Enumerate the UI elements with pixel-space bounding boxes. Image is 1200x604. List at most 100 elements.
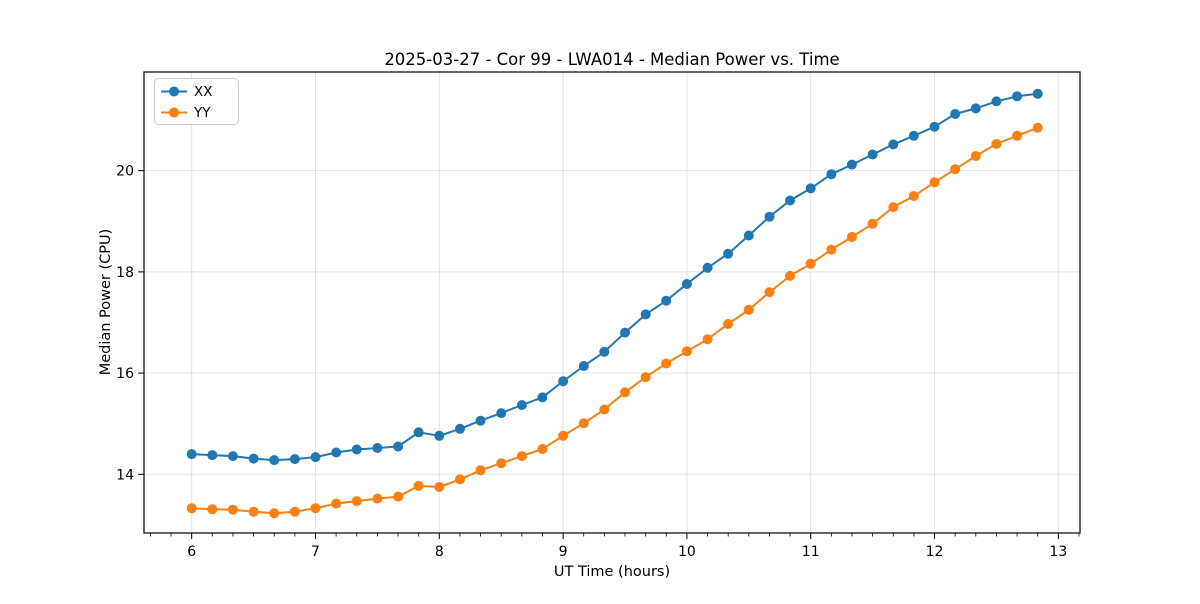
data-point-yy xyxy=(805,258,816,269)
data-point-yy xyxy=(661,358,672,369)
x-tick-label: 12 xyxy=(926,544,944,560)
chart-title: 2025-03-27 - Cor 99 - LWA014 - Median Po… xyxy=(384,50,839,69)
data-point-xx xyxy=(455,423,465,434)
x-axis-label: UT Time (hours) xyxy=(554,564,670,580)
data-point-yy xyxy=(578,418,589,429)
data-point-yy xyxy=(970,151,981,161)
data-point-xx xyxy=(888,139,899,150)
data-point-xx xyxy=(599,346,610,357)
data-point-xx xyxy=(331,447,342,458)
data-point-yy xyxy=(867,218,878,229)
data-point-yy xyxy=(991,138,1002,149)
data-point-yy xyxy=(826,244,837,255)
data-point-yy xyxy=(413,480,424,491)
data-point-yy xyxy=(702,334,713,345)
data-point-yy xyxy=(372,493,383,504)
data-point-yy xyxy=(620,387,630,398)
y-tick-label: 16 xyxy=(116,366,134,382)
data-point-xx xyxy=(805,183,816,194)
data-point-xx xyxy=(950,109,961,119)
data-point-xx xyxy=(1032,88,1043,99)
x-tick-label: 6 xyxy=(187,544,196,560)
data-point-xx xyxy=(846,159,857,170)
data-point-yy xyxy=(681,346,692,357)
x-tick-label: 11 xyxy=(802,544,820,560)
data-point-xx xyxy=(743,230,754,241)
legend-marker-yy xyxy=(169,107,179,118)
data-point-yy xyxy=(227,504,238,515)
data-point-xx xyxy=(578,361,589,371)
data-point-yy xyxy=(289,506,300,517)
data-series xyxy=(186,88,1043,519)
data-point-yy xyxy=(207,504,218,515)
data-point-xx xyxy=(413,427,424,438)
data-point-xx xyxy=(785,195,795,206)
data-point-xx xyxy=(186,449,197,460)
data-point-yy xyxy=(888,202,899,213)
data-point-xx xyxy=(970,103,981,114)
data-point-xx xyxy=(496,408,507,419)
data-point-yy xyxy=(950,164,961,175)
legend-marker-xx xyxy=(169,86,179,97)
legend-label-xx: XX xyxy=(194,84,213,100)
data-point-xx xyxy=(372,443,383,453)
data-point-yy xyxy=(331,498,342,509)
data-point-xx xyxy=(681,279,692,289)
data-point-yy xyxy=(269,508,280,519)
data-point-xx xyxy=(867,149,878,160)
legend: XX YY xyxy=(154,78,239,125)
y-tick-label: 14 xyxy=(116,467,134,483)
x-tick-label: 9 xyxy=(559,544,568,560)
data-point-yy xyxy=(908,191,919,201)
data-point-yy xyxy=(929,177,940,188)
data-point-yy xyxy=(186,503,197,514)
data-point-xx xyxy=(475,415,486,426)
data-point-yy xyxy=(723,319,734,329)
data-point-yy xyxy=(558,430,569,441)
data-point-yy xyxy=(248,506,259,517)
data-point-xx xyxy=(723,248,734,259)
legend-label-yy: YY xyxy=(193,105,211,121)
data-point-xx xyxy=(351,444,362,455)
data-point-yy xyxy=(516,451,527,462)
data-point-yy xyxy=(1012,130,1023,141)
data-point-xx xyxy=(908,130,919,141)
data-point-xx xyxy=(661,295,672,306)
data-point-xx xyxy=(516,400,527,410)
data-point-xx xyxy=(1012,91,1023,102)
x-tick-label: 8 xyxy=(435,544,444,560)
data-point-yy xyxy=(764,287,775,298)
data-point-yy xyxy=(434,482,445,492)
data-point-yy xyxy=(475,465,486,476)
data-point-xx xyxy=(289,454,300,465)
data-point-yy xyxy=(640,372,651,383)
data-point-xx xyxy=(434,430,445,441)
x-tick-label: 10 xyxy=(678,544,696,560)
data-point-xx xyxy=(207,450,218,461)
x-tick-label: 7 xyxy=(311,544,320,560)
data-point-xx xyxy=(248,453,259,464)
y-tick-label: 20 xyxy=(116,164,134,180)
data-point-yy xyxy=(455,474,465,485)
data-point-yy xyxy=(496,458,507,469)
data-point-xx xyxy=(310,452,321,463)
data-point-yy xyxy=(310,503,321,514)
data-point-xx xyxy=(537,392,548,403)
series-line-xx xyxy=(190,92,1039,462)
data-point-xx xyxy=(558,376,569,387)
data-point-xx xyxy=(640,309,651,320)
data-point-yy xyxy=(393,491,404,502)
data-point-yy xyxy=(599,404,610,415)
y-tick-label: 18 xyxy=(116,265,134,281)
data-point-yy xyxy=(785,270,795,281)
data-point-yy xyxy=(351,496,362,507)
data-point-xx xyxy=(991,96,1002,107)
data-point-xx xyxy=(929,121,940,132)
data-point-xx xyxy=(227,451,238,462)
data-point-yy xyxy=(1032,122,1043,133)
y-axis-label: Median Power (CPU) xyxy=(98,229,114,376)
axis-ticks: 6 7 8 9 10 11 12 13 14 16 18 20 xyxy=(116,164,1080,560)
data-point-xx xyxy=(702,262,713,273)
